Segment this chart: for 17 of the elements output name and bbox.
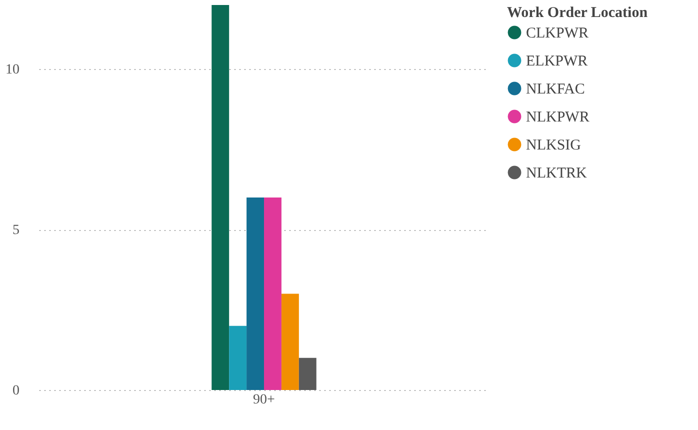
bar <box>298 358 316 390</box>
bar <box>229 326 247 390</box>
legend-label: NLKTRK <box>526 166 587 182</box>
y-tick-label: 0 <box>12 384 20 398</box>
bar <box>281 294 299 390</box>
legend-label: ELKPWR <box>526 54 588 70</box>
bar <box>264 198 282 390</box>
legend-label: CLKPWR <box>526 26 589 42</box>
legend-label: NLKSIG <box>526 138 582 154</box>
legend-title: Work Order Location <box>507 5 648 21</box>
y-tick-label: 5 <box>12 223 20 238</box>
bar <box>212 5 230 390</box>
bar <box>246 198 264 390</box>
legend-label: NLKFAC <box>526 82 585 98</box>
legend-label: NLKPWR <box>526 110 590 126</box>
x-tick-label: 90+ <box>253 392 276 408</box>
y-tick-label: 10 <box>6 62 20 78</box>
